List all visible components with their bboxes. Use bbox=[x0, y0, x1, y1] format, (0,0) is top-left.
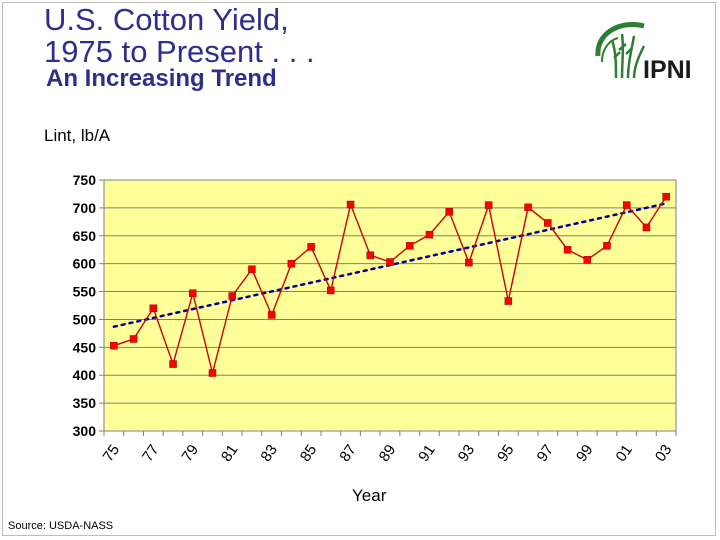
data-point bbox=[445, 208, 453, 216]
y-tick-label: 550 bbox=[73, 284, 97, 300]
data-point bbox=[346, 200, 355, 209]
data-point bbox=[642, 223, 651, 232]
x-tick-label: 97 bbox=[534, 442, 557, 465]
data-point bbox=[504, 297, 513, 305]
y-tick-label: 400 bbox=[73, 367, 97, 383]
x-tick-label: 95 bbox=[494, 442, 517, 465]
subtitle: An Increasing Trend bbox=[46, 65, 277, 92]
data-point bbox=[129, 335, 138, 343]
data-point bbox=[583, 256, 591, 264]
data-point bbox=[622, 201, 631, 209]
data-point bbox=[484, 201, 493, 209]
data-point bbox=[267, 311, 276, 319]
data-point bbox=[189, 289, 197, 297]
x-tick-label: 91 bbox=[415, 442, 438, 465]
plot-area bbox=[103, 179, 677, 432]
x-tick-label: 75 bbox=[100, 442, 123, 465]
data-point bbox=[425, 230, 434, 239]
data-point bbox=[149, 304, 158, 313]
data-point bbox=[366, 251, 375, 260]
logo-text: IPNI bbox=[643, 56, 692, 84]
y-axis-ticks: 300 350 400 450 500 550 600 650 700 750 bbox=[73, 172, 104, 439]
data-point bbox=[405, 242, 414, 250]
x-tick-label: 85 bbox=[297, 442, 320, 465]
data-point bbox=[662, 192, 670, 201]
x-tick-label: 81 bbox=[218, 442, 241, 465]
x-tick-label: 79 bbox=[179, 442, 202, 465]
data-point bbox=[248, 265, 256, 273]
y-tick-label: 700 bbox=[73, 200, 97, 216]
data-point bbox=[603, 242, 611, 250]
x-tick-label: 83 bbox=[257, 442, 280, 465]
y-tick-label: 650 bbox=[73, 228, 97, 244]
y-tick-label: 300 bbox=[73, 423, 97, 439]
data-point bbox=[110, 341, 118, 350]
y-tick-label: 500 bbox=[73, 311, 97, 327]
data-point bbox=[228, 292, 236, 300]
y-tick-label: 600 bbox=[73, 256, 97, 272]
data-point bbox=[208, 369, 217, 377]
x-tick-label: 01 bbox=[612, 442, 635, 465]
data-point bbox=[327, 286, 335, 295]
x-tick-label: 93 bbox=[455, 442, 478, 465]
y-tick-label: 750 bbox=[73, 172, 97, 188]
x-tick-label: 03 bbox=[652, 442, 675, 465]
title-line-2: 1975 to Present . . . bbox=[44, 34, 315, 69]
data-point bbox=[544, 219, 552, 227]
x-tick-label: 99 bbox=[573, 442, 596, 465]
y-tick-label: 350 bbox=[73, 395, 97, 411]
data-point bbox=[386, 258, 394, 266]
y-axis-label: Lint, lb/A bbox=[44, 126, 111, 145]
source-note: Source: USDA-NASS bbox=[8, 520, 114, 532]
wheat-icon bbox=[610, 33, 646, 79]
x-axis-label: Year bbox=[352, 486, 387, 505]
title-line-1: U.S. Cotton Yield, bbox=[44, 2, 289, 37]
data-point bbox=[307, 243, 315, 251]
x-tick-label: 77 bbox=[139, 442, 162, 465]
data-points bbox=[110, 192, 670, 377]
x-tick-label: 87 bbox=[336, 442, 359, 465]
y-tick-label: 450 bbox=[73, 339, 97, 355]
data-point bbox=[563, 245, 572, 254]
data-point bbox=[169, 360, 177, 368]
data-point bbox=[465, 258, 473, 267]
data-point bbox=[287, 259, 296, 268]
x-tick-label: 89 bbox=[376, 442, 399, 465]
x-axis-ticks: 75 77 79 81 83 85 87 89 91 93 95 97 99 01 03 bbox=[100, 431, 677, 465]
ipni-logo: IPNI bbox=[595, 22, 692, 84]
logo-swoosh bbox=[595, 22, 645, 57]
data-point bbox=[524, 203, 532, 212]
